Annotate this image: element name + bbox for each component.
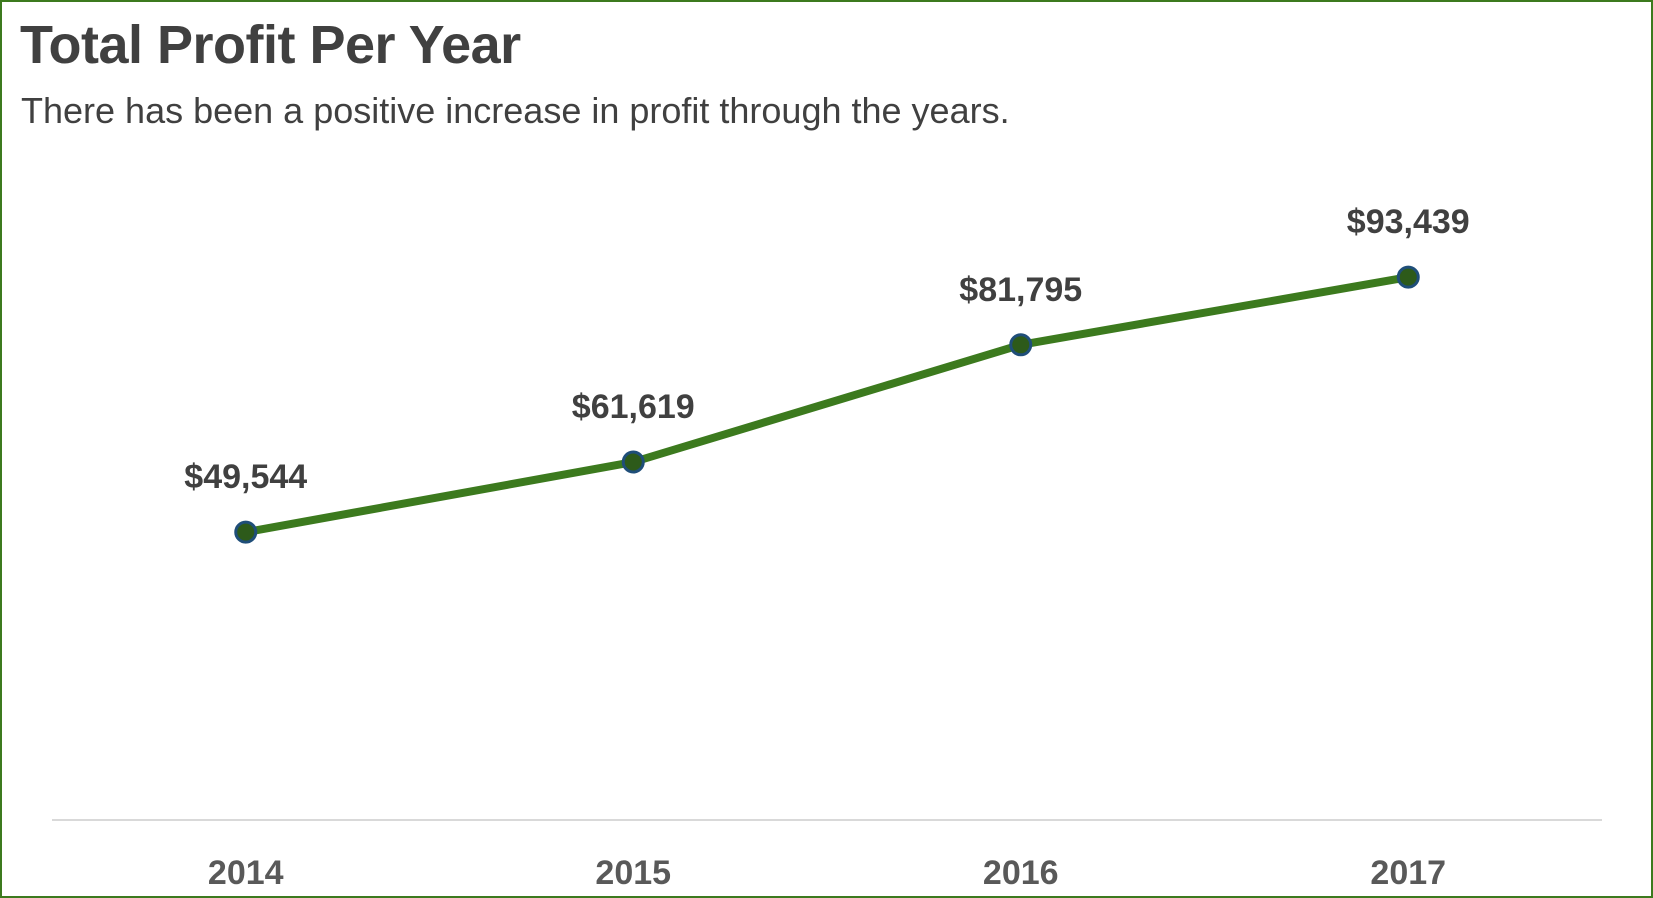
data-point-2017 [1396, 265, 1420, 289]
x-tick-labels-group: 2014 2015 2016 2017 [208, 854, 1446, 892]
data-label-2017: $93,439 [1347, 203, 1470, 241]
chart-title: Total Profit Per Year [20, 15, 521, 75]
x-tick-label-2014: 2014 [208, 854, 284, 892]
data-labels-group: $49,544 $61,619 $81,795 $93,439 [184, 203, 1469, 496]
x-tick-label-2016: 2016 [983, 854, 1059, 892]
x-tick-label-2015: 2015 [595, 854, 671, 892]
data-label-2016: $81,795 [959, 271, 1082, 309]
data-point-2015 [621, 450, 645, 474]
markers-group [234, 265, 1420, 544]
data-point-2016 [1009, 333, 1033, 357]
data-label-2015: $61,619 [572, 388, 695, 426]
series-line [241, 273, 1413, 537]
data-point-2014 [234, 520, 258, 544]
x-tick-label-2017: 2017 [1370, 854, 1446, 892]
data-label-2014: $49,544 [184, 458, 307, 496]
chart-subtitle: There has been a positive increase in pr… [21, 90, 1010, 131]
